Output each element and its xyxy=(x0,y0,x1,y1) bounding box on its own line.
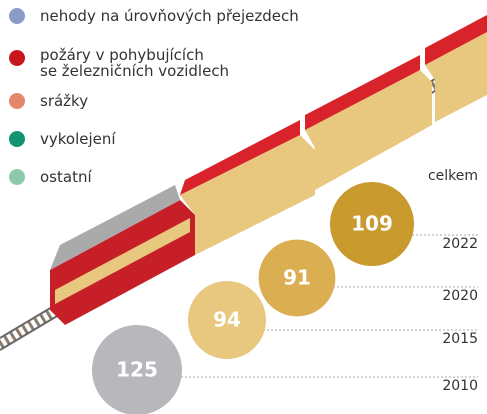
year-label: 2020 xyxy=(442,288,478,304)
legend-swatch xyxy=(9,8,25,24)
total-label: celkem xyxy=(428,168,478,184)
legend-label: srážky xyxy=(40,92,88,110)
legend-swatch xyxy=(9,131,25,147)
bubble-value: 125 xyxy=(116,358,158,382)
year-label: 2015 xyxy=(442,331,478,347)
legend-swatch xyxy=(9,50,25,66)
legend-label: nehody na úrovňových přejezdech xyxy=(40,7,299,25)
chart: celkem nehody na úrovňových přejezdech po… xyxy=(0,0,487,414)
legend-swatch xyxy=(9,169,25,185)
bubble-value: 94 xyxy=(213,308,241,332)
year-label: 2022 xyxy=(442,236,478,252)
legend-label: vykolejení xyxy=(40,130,116,148)
year-label: 2010 xyxy=(442,378,478,394)
bubble-value: 91 xyxy=(283,266,311,290)
bubble-value: 109 xyxy=(351,212,393,236)
legend-swatch xyxy=(9,93,25,109)
legend-label: ostatní xyxy=(40,168,92,186)
